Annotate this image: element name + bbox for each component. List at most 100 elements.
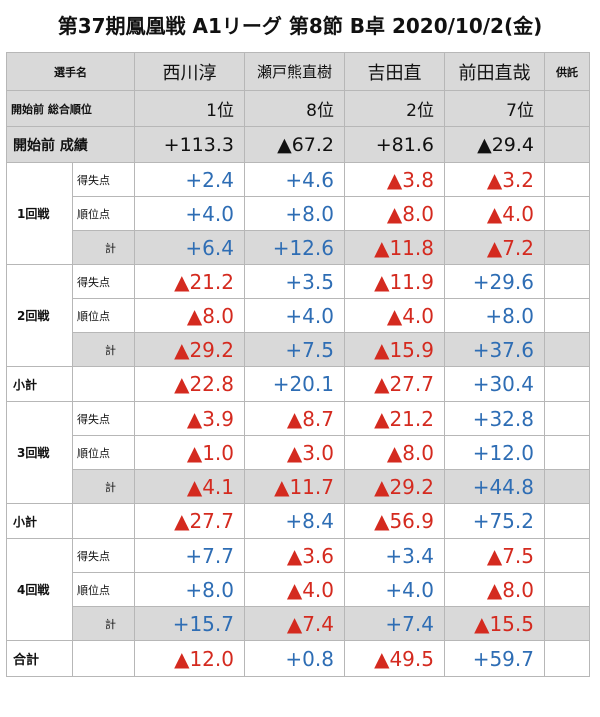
row-label: 得失点	[72, 401, 135, 436]
score-cell: +4.0	[244, 298, 345, 333]
row-label: 順位点	[72, 435, 135, 470]
player-name: 瀬戸熊直樹	[244, 52, 345, 91]
round-label: 4回戦	[6, 538, 73, 641]
score-cell: +8.0	[134, 572, 245, 607]
forfeit-cell	[544, 366, 590, 402]
score-cell: +37.6	[444, 332, 545, 367]
score-cell: ▲4.1	[134, 469, 245, 504]
score-cell: ▲29.2	[344, 469, 445, 504]
table-row: 順位点 ▲8.0 +4.0 ▲4.0 +8.0	[7, 298, 590, 333]
forfeit-cell	[544, 332, 590, 367]
score-cell: +8.0	[244, 196, 345, 231]
score-cell: ▲11.8	[344, 230, 445, 265]
score-cell: ▲27.7	[134, 503, 245, 539]
subtotal-row: 小計 ▲27.7 +8.4 ▲56.9 +75.2	[6, 503, 590, 539]
score-cell: +8.0	[444, 298, 545, 333]
score-cell: +7.7	[134, 538, 245, 573]
round-label: 2回戦	[6, 264, 73, 367]
row-label: 計	[72, 332, 135, 367]
score-cell: +3.4	[344, 538, 445, 573]
table-row: 計 +15.7 ▲7.4 +7.4 ▲15.5	[7, 606, 590, 641]
score-cell: ▲15.5	[444, 606, 545, 641]
player-rank: 8位	[244, 90, 345, 127]
score-cell: ▲4.0	[344, 298, 445, 333]
start-score-label: 開始前 成績	[6, 126, 135, 163]
table-row: 計 ▲29.2 +7.5 ▲15.9 +37.6	[7, 332, 590, 367]
score-table: 選手名 西川淳 瀬戸熊直樹 吉田直 前田直哉 供託 開始前 総合順位 1位 8位…	[6, 52, 590, 677]
forfeit-label: 供託	[544, 52, 590, 91]
score-cell: +15.7	[134, 606, 245, 641]
score-cell: ▲8.7	[244, 401, 345, 436]
forfeit-cell	[544, 640, 590, 677]
score-cell: ▲7.4	[244, 606, 345, 641]
empty-cell	[72, 366, 135, 402]
table-row: 3回戦 得失点 ▲3.9 ▲8.7 ▲21.2 +32.8	[6, 401, 590, 504]
forfeit-cell	[544, 538, 590, 573]
table-row: 順位点 +4.0 +8.0 ▲8.0 ▲4.0	[7, 196, 590, 231]
player-name: 西川淳	[134, 52, 245, 91]
total-cell: +59.7	[444, 640, 545, 677]
total-label: 合計	[6, 640, 73, 677]
score-cell: ▲11.9	[344, 264, 445, 299]
score-cell: +30.4	[444, 366, 545, 402]
score-cell: ▲3.2	[444, 162, 545, 197]
forfeit-cell	[544, 264, 590, 299]
score-cell: +4.0	[134, 196, 245, 231]
score-cell: ▲15.9	[344, 332, 445, 367]
empty-cell	[72, 503, 135, 539]
empty-cell	[72, 640, 135, 677]
rank-label: 開始前 総合順位	[6, 90, 135, 127]
score-cell: ▲7.2	[444, 230, 545, 265]
table-row: 計 ▲4.1 ▲11.7 ▲29.2 +44.8	[7, 469, 590, 504]
score-cell: ▲4.0	[444, 196, 545, 231]
score-cell: +4.0	[344, 572, 445, 607]
player-name: 前田直哉	[444, 52, 545, 91]
player-rank: 7位	[444, 90, 545, 127]
player-rank: 1位	[134, 90, 245, 127]
total-cell: ▲49.5	[344, 640, 445, 677]
score-cell: ▲3.6	[244, 538, 345, 573]
forfeit-cell	[544, 230, 590, 265]
start-score: +113.3	[134, 126, 245, 163]
forfeit-cell	[544, 298, 590, 333]
score-cell: ▲7.5	[444, 538, 545, 573]
score-cell: +29.6	[444, 264, 545, 299]
round-label: 1回戦	[6, 162, 73, 265]
player-name: 吉田直	[344, 52, 445, 91]
score-cell: +20.1	[244, 366, 345, 402]
row-label: 順位点	[72, 196, 135, 231]
subtotal-label: 小計	[6, 366, 73, 402]
score-cell: +8.4	[244, 503, 345, 539]
row-label: 計	[72, 606, 135, 641]
score-cell: ▲11.7	[244, 469, 345, 504]
forfeit-cell	[544, 401, 590, 436]
row-label: 順位点	[72, 572, 135, 607]
score-cell: +75.2	[444, 503, 545, 539]
score-cell: +7.5	[244, 332, 345, 367]
player-rank: 2位	[344, 90, 445, 127]
subtotal-label: 小計	[6, 503, 73, 539]
score-cell: +32.8	[444, 401, 545, 436]
players-row: 選手名 西川淳 瀬戸熊直樹 吉田直 前田直哉 供託	[6, 52, 590, 91]
row-label: 得失点	[72, 162, 135, 197]
row-label: 計	[72, 230, 135, 265]
score-cell: ▲56.9	[344, 503, 445, 539]
score-cell: ▲3.9	[134, 401, 245, 436]
forfeit-cell	[544, 606, 590, 641]
score-cell: ▲8.0	[344, 435, 445, 470]
score-cell: +12.6	[244, 230, 345, 265]
row-label: 得失点	[72, 264, 135, 299]
forfeit-cell	[544, 572, 590, 607]
total-row: 合計 ▲12.0 +0.8 ▲49.5 +59.7	[6, 640, 590, 677]
score-cell: +3.5	[244, 264, 345, 299]
score-cell: ▲8.0	[134, 298, 245, 333]
score-cell: ▲21.2	[134, 264, 245, 299]
score-cell: ▲27.7	[344, 366, 445, 402]
forfeit-cell	[544, 435, 590, 470]
table-row: 順位点 ▲1.0 ▲3.0 ▲8.0 +12.0	[7, 435, 590, 470]
forfeit-cell	[544, 126, 590, 163]
score-cell: +44.8	[444, 469, 545, 504]
score-cell: ▲8.0	[344, 196, 445, 231]
row-label: 計	[72, 469, 135, 504]
row-label: 順位点	[72, 298, 135, 333]
